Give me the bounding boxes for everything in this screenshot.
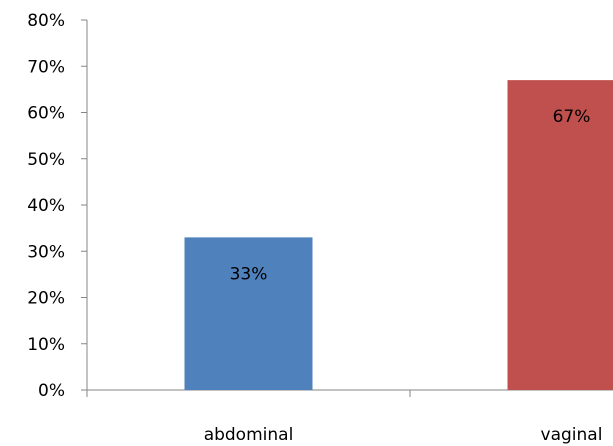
bar-abdominal bbox=[184, 237, 313, 390]
y-tick-label: 20% bbox=[27, 289, 65, 309]
data-label-vaginal: 67% bbox=[553, 107, 591, 127]
bar-vaginal bbox=[507, 80, 613, 390]
y-tick-label: 30% bbox=[27, 242, 65, 262]
y-tick-label: 50% bbox=[27, 150, 65, 170]
y-tick-label: 60% bbox=[27, 104, 65, 124]
data-label-abdominal: 33% bbox=[230, 264, 268, 284]
y-tick-label: 80% bbox=[27, 11, 65, 31]
y-tick-label: 70% bbox=[27, 57, 65, 77]
bars bbox=[184, 80, 613, 390]
category-label-abdominal: abdominal bbox=[204, 425, 294, 445]
y-tick-label: 0% bbox=[38, 381, 65, 401]
x-axis-category-labels: abdominal vaginal bbox=[204, 425, 603, 445]
category-label-vaginal: vaginal bbox=[541, 425, 603, 445]
y-axis-tick-labels: 0% 10% 20% 30% 40% 50% 60% 70% 80% bbox=[27, 11, 65, 401]
x-axis-ticks bbox=[86, 390, 411, 397]
y-tick-label: 10% bbox=[27, 335, 65, 355]
y-tick-label: 40% bbox=[27, 196, 65, 216]
y-axis-ticks bbox=[81, 19, 87, 391]
data-labels: 33% 67% bbox=[230, 107, 591, 284]
